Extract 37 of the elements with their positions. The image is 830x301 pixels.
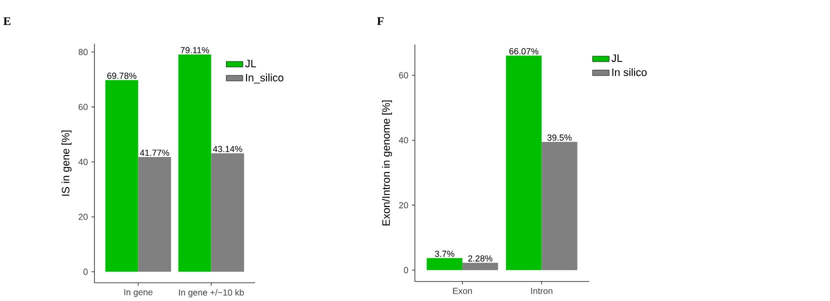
data-label: 39.5% <box>547 134 572 141</box>
data-label: 66.07% <box>509 48 538 55</box>
y-tick-label: 20 <box>399 202 408 208</box>
y-tick-label: 60 <box>78 104 88 110</box>
x-tick-label: Intron <box>531 288 552 294</box>
x-tick-label: In gene +/−10 kb <box>179 289 244 298</box>
x-tick-label: Exon <box>453 288 472 294</box>
y-tick-label: 0 <box>83 268 88 276</box>
y-axis-title: IS in gene [%] <box>62 130 72 196</box>
bar <box>138 157 172 272</box>
y-axis-title: Exon/Intron in genome [%] <box>382 100 392 226</box>
legend-label: JL <box>245 60 256 68</box>
data-label: 2.28% <box>468 256 492 262</box>
data-label: 69.78% <box>107 72 136 80</box>
bar <box>105 80 138 272</box>
data-label: 3.7% <box>434 250 454 258</box>
y-tick-label: 60 <box>399 72 408 79</box>
bar <box>178 54 212 272</box>
legend-label: In silico <box>612 68 647 76</box>
y-tick-label: 40 <box>78 158 88 166</box>
bar <box>506 56 542 270</box>
bar <box>426 258 462 270</box>
y-tick-label: 20 <box>78 214 88 220</box>
bar <box>211 153 244 272</box>
y-tick-label: 80 <box>78 49 88 56</box>
data-label: 79.11% <box>180 47 210 54</box>
x-tick-label: In gene <box>124 289 152 298</box>
data-label: 43.14% <box>212 146 242 152</box>
data-label: 41.77% <box>140 150 170 156</box>
legend-label: In_silico <box>246 74 284 84</box>
chart-title: F <box>377 17 384 26</box>
chart-title: E <box>3 18 10 26</box>
bar <box>462 262 498 270</box>
legend-label: JL <box>612 54 622 62</box>
y-tick-label: 40 <box>398 137 408 144</box>
bar <box>542 142 578 270</box>
y-tick-label: 0 <box>404 267 408 274</box>
